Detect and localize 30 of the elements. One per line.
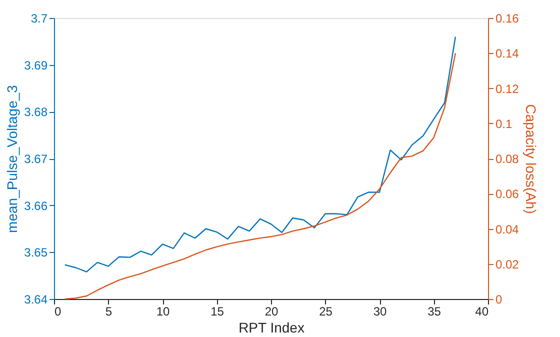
x-tick-label: 30	[373, 304, 387, 318]
x-tick-label: 35	[428, 304, 442, 318]
y2-tick-label: 0	[496, 292, 502, 306]
y2-tick-label: 0.16	[496, 12, 520, 26]
x-tick-label: 10	[156, 304, 170, 318]
line-series	[64, 36, 456, 272]
y2-axis-title: Capacity loss(Ah)	[522, 104, 539, 214]
y-axis-title: mean_Pulse_Voltage_3	[4, 84, 20, 233]
line-series	[64, 52, 456, 300]
y2-tick-label: 0.08	[496, 152, 520, 166]
y2-tick-label: 0.1	[496, 116, 513, 131]
y2-tick-label: 0.06	[496, 187, 520, 202]
x-tick-label: 15	[210, 304, 224, 318]
y2-tick-label: 0.04	[496, 222, 520, 236]
y-tick-label: 3.65	[24, 246, 48, 260]
y-tick-label: 3.64	[24, 292, 48, 306]
y2-tick-label: 0.12	[496, 82, 520, 96]
x-tick-label: 20	[264, 304, 278, 318]
y-tick-label: 3.69	[24, 58, 48, 72]
x-tick-label: 0	[54, 304, 62, 318]
y2-tick-label: 0.02	[496, 257, 520, 272]
x-tick-label: 40	[475, 304, 489, 318]
x-tick-label: 5	[105, 304, 112, 318]
y2-tick-label: 0.14	[496, 46, 520, 61]
y-tick-label: 3.68	[24, 105, 48, 120]
x-tick-label: 25	[319, 304, 333, 318]
y-tick-label: 3.7	[30, 12, 48, 26]
y-tick-label: 3.67	[24, 152, 48, 166]
y-tick-label: 3.66	[24, 198, 48, 213]
x-axis-title: RPT Index	[238, 320, 304, 336]
